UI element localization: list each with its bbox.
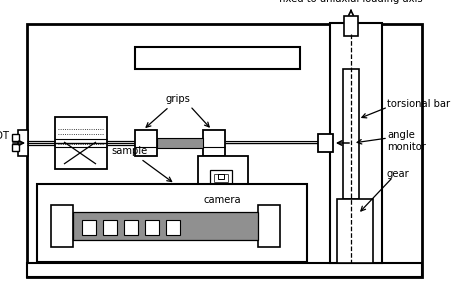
- Bar: [145, 220, 159, 235]
- Bar: [344, 16, 358, 36]
- Bar: [51, 205, 73, 247]
- Bar: [27, 24, 422, 277]
- Bar: [210, 170, 232, 185]
- Bar: [55, 117, 107, 169]
- Bar: [135, 47, 300, 69]
- Bar: [135, 130, 157, 156]
- Bar: [337, 199, 373, 263]
- Text: sample: sample: [112, 146, 172, 181]
- Bar: [166, 220, 180, 235]
- Bar: [124, 220, 138, 235]
- Bar: [218, 174, 224, 179]
- Text: grips: grips: [146, 94, 191, 127]
- Bar: [103, 220, 117, 235]
- Bar: [343, 69, 359, 199]
- Bar: [258, 205, 280, 247]
- Bar: [12, 134, 19, 141]
- Bar: [318, 134, 333, 152]
- Bar: [18, 130, 28, 156]
- Bar: [82, 220, 96, 235]
- Text: camera: camera: [203, 195, 241, 205]
- Text: gear: gear: [387, 169, 410, 179]
- Bar: [27, 263, 422, 277]
- Text: LVDT: LVDT: [0, 131, 9, 141]
- Bar: [203, 130, 225, 156]
- Bar: [73, 212, 258, 240]
- Bar: [198, 156, 248, 192]
- Bar: [12, 144, 19, 151]
- Text: fixed to uniaxial loading axis: fixed to uniaxial loading axis: [279, 0, 423, 4]
- Bar: [157, 138, 203, 148]
- Bar: [330, 23, 382, 263]
- Text: angle
monitor: angle monitor: [387, 130, 426, 152]
- Text: torsional bar: torsional bar: [387, 99, 450, 109]
- Bar: [37, 184, 307, 262]
